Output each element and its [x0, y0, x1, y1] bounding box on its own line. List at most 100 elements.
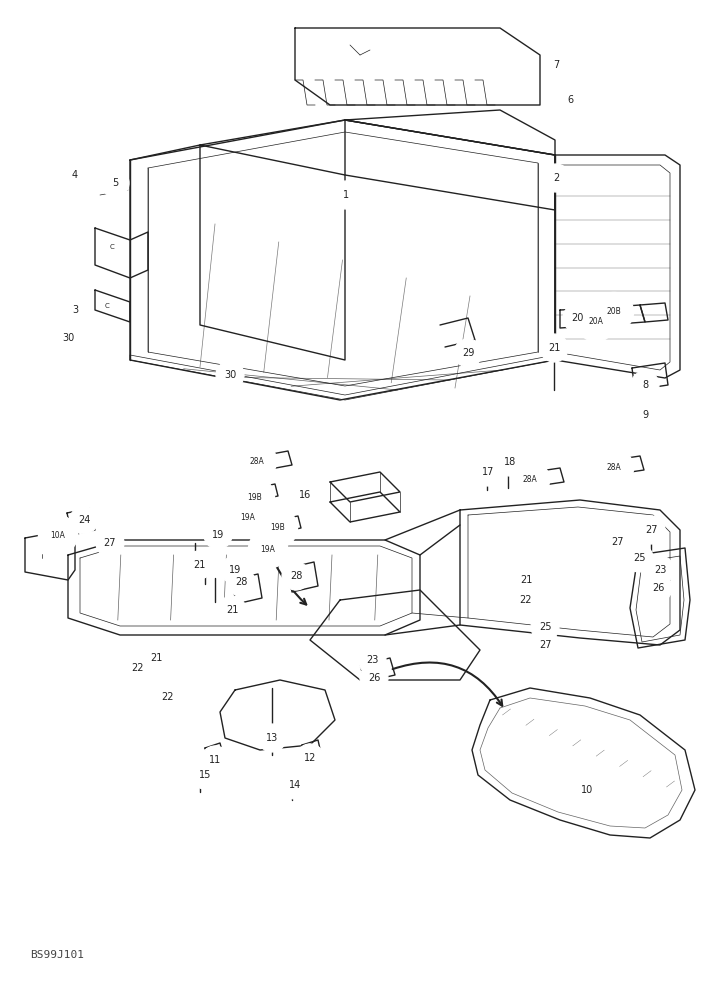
Circle shape [258, 724, 286, 752]
Text: 25: 25 [633, 553, 645, 563]
Circle shape [540, 334, 568, 362]
Circle shape [496, 448, 524, 476]
Text: 19B: 19B [271, 524, 285, 532]
Circle shape [269, 715, 275, 721]
Text: 29: 29 [462, 348, 474, 358]
Text: 3: 3 [72, 305, 78, 315]
Circle shape [201, 746, 229, 774]
Text: 19B: 19B [248, 492, 262, 502]
Circle shape [542, 51, 570, 79]
Text: 21: 21 [520, 575, 532, 585]
Circle shape [96, 529, 124, 557]
Text: 4: 4 [72, 170, 78, 180]
Circle shape [282, 562, 310, 590]
Text: 20A: 20A [588, 318, 603, 326]
Circle shape [238, 441, 276, 481]
Circle shape [221, 556, 249, 584]
Circle shape [595, 292, 634, 332]
Circle shape [291, 481, 319, 509]
Circle shape [142, 644, 170, 672]
Circle shape [61, 161, 89, 189]
Circle shape [631, 401, 659, 429]
Circle shape [531, 613, 559, 641]
Circle shape [631, 371, 659, 399]
Text: 21: 21 [226, 605, 238, 615]
Text: 22: 22 [161, 692, 174, 702]
Circle shape [577, 302, 616, 342]
Text: 19A: 19A [240, 514, 256, 522]
Circle shape [512, 586, 540, 614]
Circle shape [101, 169, 129, 197]
Text: 21: 21 [193, 560, 205, 570]
Circle shape [542, 164, 570, 192]
Circle shape [644, 574, 672, 602]
Text: 8: 8 [642, 380, 648, 390]
Circle shape [132, 662, 138, 668]
Text: 28A: 28A [607, 464, 621, 473]
Text: 9: 9 [642, 410, 648, 420]
Text: 5: 5 [112, 178, 118, 188]
Circle shape [204, 521, 232, 549]
Text: 28: 28 [290, 571, 302, 581]
Text: 30: 30 [224, 370, 236, 380]
Text: 13: 13 [266, 733, 278, 743]
Text: 16: 16 [299, 490, 311, 500]
Circle shape [235, 477, 274, 517]
Text: 23: 23 [366, 655, 378, 665]
Circle shape [296, 744, 324, 772]
Circle shape [512, 566, 540, 594]
Text: 27: 27 [612, 537, 624, 547]
Circle shape [123, 654, 151, 682]
Circle shape [61, 296, 89, 324]
Text: 26: 26 [368, 673, 380, 683]
Circle shape [258, 508, 297, 548]
Text: 10: 10 [581, 785, 593, 795]
Circle shape [556, 86, 584, 114]
Circle shape [281, 771, 309, 799]
Text: 27: 27 [539, 640, 552, 650]
Circle shape [216, 361, 244, 389]
Circle shape [637, 516, 665, 544]
Circle shape [70, 506, 98, 534]
Text: 19: 19 [212, 530, 224, 540]
Circle shape [332, 181, 360, 209]
Circle shape [573, 776, 601, 804]
Text: 23: 23 [654, 565, 666, 575]
Text: 22: 22 [520, 595, 532, 605]
Circle shape [227, 568, 255, 596]
Circle shape [625, 544, 653, 572]
Circle shape [525, 595, 531, 601]
Circle shape [604, 528, 632, 556]
Text: 27: 27 [104, 538, 116, 548]
Text: 11: 11 [209, 755, 221, 765]
Text: 19A: 19A [261, 544, 276, 554]
Circle shape [595, 448, 634, 488]
Circle shape [38, 515, 78, 555]
Text: 21: 21 [150, 653, 162, 663]
Circle shape [185, 551, 213, 579]
Circle shape [646, 556, 674, 584]
Text: C: C [109, 244, 114, 250]
Text: 17: 17 [482, 467, 494, 477]
Text: 20B: 20B [607, 308, 621, 316]
Circle shape [360, 664, 388, 692]
Text: 2: 2 [553, 173, 559, 183]
Text: 7: 7 [553, 60, 559, 70]
Text: 28A: 28A [250, 456, 264, 466]
Circle shape [358, 646, 386, 674]
Circle shape [218, 596, 246, 624]
Text: BS99J101: BS99J101 [30, 950, 84, 960]
Text: 28: 28 [235, 577, 247, 587]
Circle shape [531, 631, 559, 659]
Text: 20: 20 [571, 313, 583, 323]
Circle shape [563, 304, 591, 332]
Circle shape [164, 692, 170, 698]
Text: 1: 1 [343, 190, 349, 200]
Circle shape [228, 498, 268, 538]
Circle shape [248, 529, 287, 569]
Text: 24: 24 [78, 515, 90, 525]
Text: 25: 25 [539, 622, 552, 632]
Text: 27: 27 [644, 525, 657, 535]
Text: 28A: 28A [523, 476, 537, 485]
Text: C: C [104, 303, 109, 309]
